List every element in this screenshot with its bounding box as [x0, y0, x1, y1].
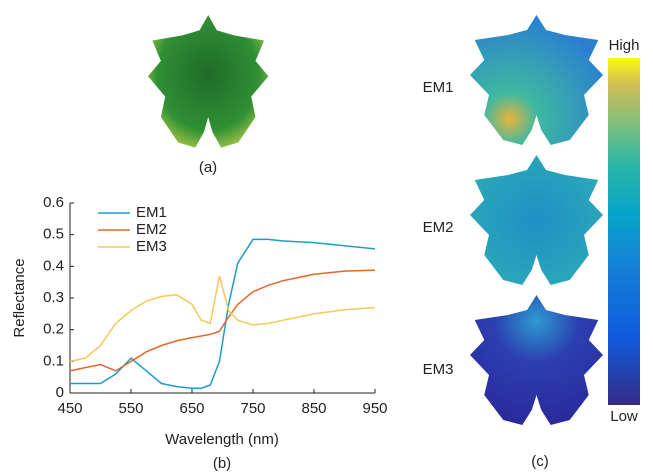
em1-map: [470, 15, 603, 145]
y-tick-label: 0: [56, 384, 64, 401]
panel-label: (b): [213, 455, 231, 472]
x-tick-label: 550: [118, 400, 143, 417]
line-series: [69, 275, 376, 363]
legend-label: EM2: [136, 221, 167, 238]
y-axis-label: Reflectance: [11, 258, 28, 337]
legend-label: EM3: [136, 238, 167, 255]
colorbar-high: High: [609, 37, 640, 54]
map-label: EM3: [423, 361, 454, 378]
y-tick-label: 0.1: [43, 352, 64, 369]
x-tick-label: 850: [301, 400, 326, 417]
y-tick-label: 0.2: [43, 321, 64, 338]
x-tick-label: 450: [57, 400, 82, 417]
y-tick-label: 0.4: [43, 257, 64, 274]
line-series: [70, 238, 376, 389]
x-axis-label: Wavelength (nm): [165, 431, 279, 448]
colorbar-low: Low: [610, 408, 638, 425]
leaf-photo: [148, 15, 269, 148]
panel-label: (c): [531, 453, 549, 470]
panel-label: (a): [199, 159, 217, 176]
y-tick-label: 0.3: [43, 289, 64, 306]
map-label: EM2: [423, 219, 454, 236]
x-tick-label: 650: [179, 400, 204, 417]
x-tick-label: 950: [362, 400, 387, 417]
x-tick-label: 750: [240, 400, 265, 417]
legend-label: EM1: [136, 204, 167, 221]
map-label: EM1: [423, 79, 454, 96]
y-tick-label: 0.6: [43, 194, 64, 211]
colorbar: [608, 58, 640, 405]
em2-map: [470, 155, 603, 285]
y-tick-label: 0.5: [43, 226, 64, 243]
em3-map: [470, 295, 603, 425]
line-series: [69, 269, 376, 372]
